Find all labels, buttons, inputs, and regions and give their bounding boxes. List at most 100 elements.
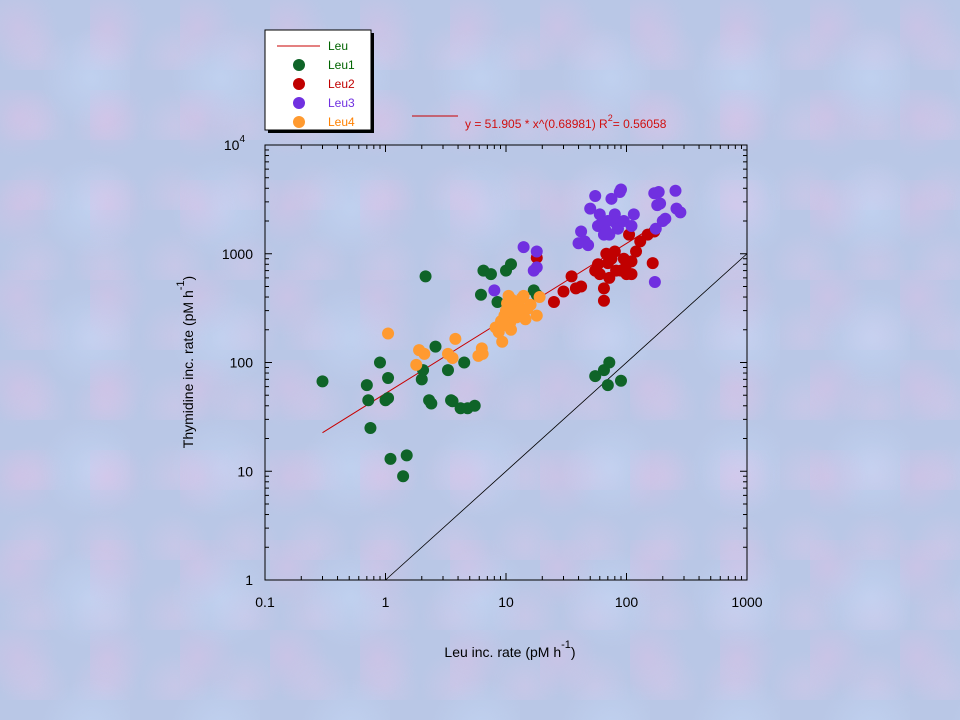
fit-equation-label: y = 51.905 * x^(0.68981) R2= 0.56058 [465, 113, 667, 131]
data-point [362, 394, 375, 407]
data-point [648, 275, 661, 288]
data-point [575, 225, 588, 238]
x-tick-label: 1 [382, 594, 390, 610]
data-point [547, 296, 560, 309]
legend-label: Leu1 [328, 58, 355, 72]
y-axis-label-sup: -1 [175, 280, 187, 290]
data-point [652, 185, 665, 198]
data-point [429, 340, 442, 353]
x-axis-label: Leu inc. rate (pM h-1) [444, 639, 575, 660]
data-point [575, 280, 588, 293]
x-tick-label: 10 [498, 594, 514, 610]
data-point [504, 258, 517, 271]
data-point [441, 364, 454, 377]
x-tick-labels: 0.1 1 10 100 1000 [255, 594, 763, 610]
data-point [316, 375, 329, 388]
legend-circle-marker [293, 97, 305, 109]
y-tick-label: 100 [230, 355, 254, 371]
series-leu4 [382, 289, 546, 371]
data-point [400, 449, 413, 462]
y-tick-label: 104 [224, 134, 246, 153]
data-point [659, 212, 672, 225]
data-point [614, 183, 627, 196]
data-point [384, 452, 397, 465]
data-point [603, 356, 616, 369]
data-point [446, 351, 459, 364]
data-point [449, 332, 462, 345]
data-point [654, 197, 667, 210]
data-point [397, 470, 410, 483]
x-tick-label: 1000 [731, 594, 762, 610]
legend-circle-marker [293, 59, 305, 71]
data-point [496, 335, 509, 348]
y-tick-label: 1 [245, 572, 253, 588]
data-point [524, 298, 537, 311]
x-tick-label: 0.1 [255, 594, 275, 610]
axis-ticks [264, 145, 747, 581]
data-point [584, 202, 597, 215]
data-point [589, 370, 602, 383]
data-point [360, 379, 373, 392]
data-point [446, 395, 459, 408]
data-point [605, 192, 618, 205]
data-point [646, 257, 659, 270]
data-point [625, 268, 638, 281]
reference-line [385, 253, 748, 581]
data-point [519, 313, 532, 326]
data-point [373, 356, 386, 369]
data-points [316, 183, 687, 483]
data-point [458, 356, 471, 369]
legend-circle-marker [293, 78, 305, 90]
data-point [364, 421, 377, 434]
data-point [674, 206, 687, 219]
x-axis-label-sup: -1 [561, 639, 571, 651]
data-point [593, 208, 606, 221]
y-axis-label: Thymidine inc. rate (pM h-1) [175, 276, 196, 448]
legend-box [264, 29, 372, 131]
data-point [627, 208, 640, 221]
data-point [410, 358, 423, 371]
y-tick-labels: 1 10 100 1000 104 [222, 134, 253, 588]
data-point [382, 392, 395, 405]
data-point [468, 399, 481, 412]
data-point [517, 289, 530, 302]
data-point [593, 268, 606, 281]
data-point [565, 270, 578, 283]
x-tick-label: 100 [615, 594, 639, 610]
data-point [425, 397, 438, 410]
y-tick-label: 1000 [222, 246, 253, 262]
data-point [597, 282, 610, 295]
data-point [625, 255, 638, 268]
data-point [484, 268, 497, 281]
data-point [382, 372, 395, 385]
data-point [530, 261, 543, 274]
legend-label: Leu3 [328, 96, 355, 110]
one-to-one-line [385, 253, 748, 581]
data-point [504, 323, 517, 336]
data-point [630, 245, 643, 258]
data-point [591, 258, 604, 271]
data-point [597, 294, 610, 307]
legend-label: Leu2 [328, 77, 355, 91]
data-point [589, 189, 602, 202]
data-point [382, 327, 395, 340]
data-point [603, 228, 616, 241]
data-point [419, 270, 432, 283]
data-point [625, 219, 638, 232]
data-point [476, 347, 489, 360]
legend-label: Leu4 [328, 115, 355, 129]
data-point [533, 291, 546, 304]
data-point [488, 284, 501, 297]
data-point [557, 285, 570, 298]
y-tick-label: 10 [237, 463, 253, 479]
data-point [649, 222, 662, 235]
data-point [608, 208, 621, 221]
data-point [474, 288, 487, 301]
data-point [418, 347, 431, 360]
series-leu1 [316, 258, 627, 483]
legend-circle-marker [293, 116, 305, 128]
fit-equation-sup: 2 [608, 113, 613, 123]
data-point [601, 379, 614, 392]
data-point [530, 309, 543, 322]
